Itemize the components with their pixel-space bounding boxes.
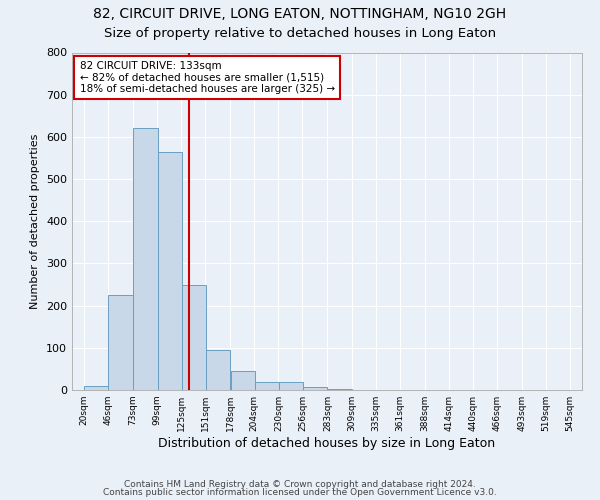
Bar bbox=[109, 295, 133, 390]
Bar bbox=[206, 350, 230, 390]
Bar bbox=[255, 382, 279, 390]
Bar bbox=[158, 152, 182, 390]
Text: 82, CIRCUIT DRIVE, LONG EATON, NOTTINGHAM, NG10 2GH: 82, CIRCUIT DRIVE, LONG EATON, NOTTINGHA… bbox=[94, 8, 506, 22]
Text: Contains public sector information licensed under the Open Government Licence v3: Contains public sector information licen… bbox=[103, 488, 497, 497]
Bar bbox=[279, 382, 303, 390]
Bar bbox=[182, 284, 206, 390]
Text: Contains HM Land Registry data © Crown copyright and database right 2024.: Contains HM Land Registry data © Crown c… bbox=[124, 480, 476, 489]
Bar bbox=[303, 387, 327, 390]
Bar bbox=[85, 386, 109, 390]
Text: Size of property relative to detached houses in Long Eaton: Size of property relative to detached ho… bbox=[104, 28, 496, 40]
Text: 82 CIRCUIT DRIVE: 133sqm
← 82% of detached houses are smaller (1,515)
18% of sem: 82 CIRCUIT DRIVE: 133sqm ← 82% of detach… bbox=[80, 61, 335, 94]
Bar bbox=[328, 388, 352, 390]
Y-axis label: Number of detached properties: Number of detached properties bbox=[31, 134, 40, 309]
Bar bbox=[133, 128, 158, 390]
X-axis label: Distribution of detached houses by size in Long Eaton: Distribution of detached houses by size … bbox=[158, 437, 496, 450]
Bar bbox=[230, 371, 255, 390]
